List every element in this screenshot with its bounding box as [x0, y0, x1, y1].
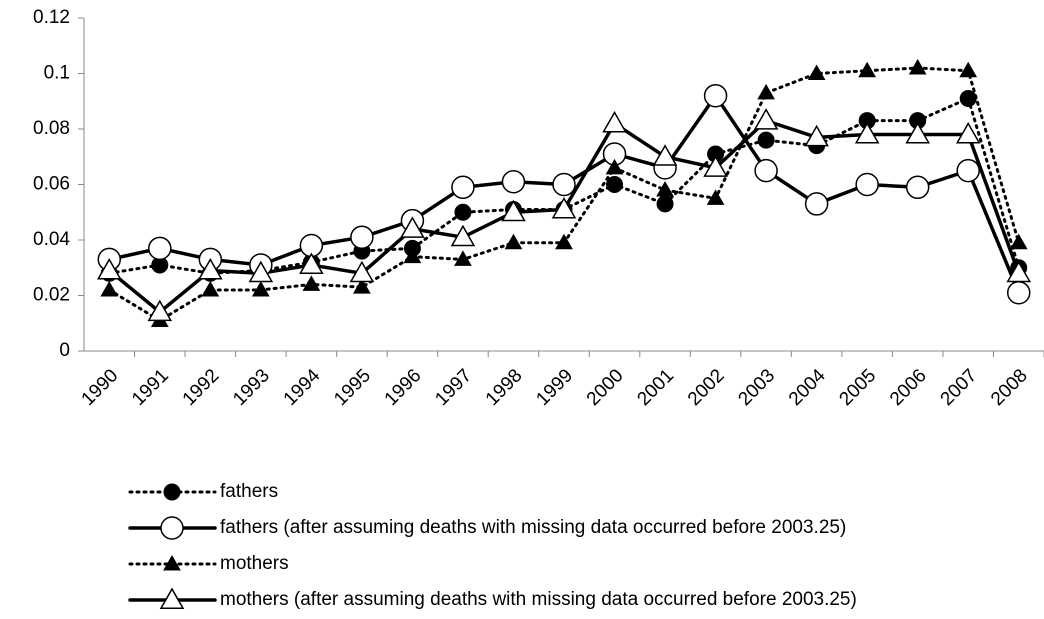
data-point	[656, 181, 674, 197]
data-point	[302, 275, 321, 291]
legend-marker	[159, 587, 185, 609]
data-point	[454, 203, 472, 221]
y-tick-label: 0.1	[44, 63, 70, 84]
y-tick-label: 0.12	[33, 7, 70, 28]
data-point	[251, 280, 270, 297]
data-point	[753, 108, 779, 130]
legend-marker	[163, 554, 181, 571]
data-point	[804, 124, 829, 147]
data-point	[148, 236, 172, 261]
x-tick-label: 1992	[179, 365, 224, 410]
data-point	[100, 280, 119, 297]
x-tick-label: 2002	[684, 365, 729, 410]
data-point	[248, 260, 274, 283]
data-point	[754, 158, 778, 183]
legend-label: fathers	[220, 481, 278, 502]
data-point	[706, 189, 725, 205]
data-point	[299, 252, 324, 274]
data-point	[956, 158, 980, 183]
x-tick-label: 1990	[78, 365, 123, 410]
x-tick-label: 2004	[785, 365, 830, 410]
legend-marker	[163, 483, 181, 501]
data-point	[454, 250, 472, 266]
data-point	[602, 110, 627, 133]
data-point	[555, 233, 573, 250]
data-point	[656, 195, 674, 213]
data-point	[403, 247, 422, 264]
data-point	[501, 199, 526, 222]
data-point	[501, 169, 526, 194]
data-point	[451, 175, 475, 200]
data-point	[908, 58, 927, 75]
x-tick-label: 2007	[937, 365, 982, 410]
legend-label: mothers	[220, 553, 289, 574]
x-tick-label: 1996	[381, 365, 426, 410]
data-point	[400, 216, 425, 238]
data-point	[854, 122, 880, 144]
data-point	[552, 172, 576, 197]
data-point	[905, 175, 930, 200]
data-point	[350, 225, 374, 249]
data-point	[551, 196, 577, 219]
x-tick-label: 2006	[886, 365, 931, 410]
data-point	[804, 192, 829, 216]
data-point	[198, 258, 223, 280]
data-point	[147, 299, 173, 322]
data-point	[450, 224, 476, 247]
x-tick-label: 1993	[229, 365, 274, 410]
data-point	[757, 83, 775, 100]
legend-label: fathers (after assuming deaths with miss…	[220, 517, 846, 538]
data-point	[807, 64, 826, 80]
data-point	[605, 158, 624, 175]
data-point	[703, 155, 728, 177]
y-tick-label: 0.06	[33, 174, 70, 195]
y-tick-label: 0.08	[33, 118, 70, 139]
data-point	[349, 260, 375, 283]
data-point	[858, 61, 877, 78]
data-point	[353, 278, 371, 294]
data-point	[905, 122, 930, 144]
data-point	[606, 176, 624, 193]
x-tick-label: 1991	[128, 365, 173, 410]
y-tick-label: 0	[59, 340, 70, 361]
data-point	[201, 280, 220, 297]
data-point	[703, 83, 728, 108]
y-tick-label: 0.02	[33, 285, 70, 306]
data-point	[652, 144, 678, 166]
x-tick-label: 2001	[633, 365, 678, 410]
data-point	[955, 122, 981, 144]
x-tick-label: 2003	[734, 365, 779, 410]
legend-label: mothers (after assuming deaths with miss…	[220, 589, 857, 610]
y-tick-label: 0.04	[33, 229, 70, 250]
data-point	[855, 172, 879, 197]
x-tick-label: 1998	[482, 365, 527, 410]
data-point	[959, 89, 977, 107]
legend-marker	[160, 516, 184, 540]
x-tick-label: 1995	[330, 365, 375, 410]
data-point	[504, 233, 523, 250]
x-tick-label: 2008	[987, 365, 1032, 410]
x-tick-label: 1997	[431, 365, 476, 410]
data-point	[959, 61, 978, 78]
data-point	[96, 258, 122, 280]
x-tick-label: 1999	[532, 365, 577, 410]
data-point	[1009, 233, 1028, 250]
x-tick-label: 2000	[583, 365, 628, 410]
data-point	[1006, 260, 1032, 283]
data-point	[757, 131, 775, 149]
x-tick-label: 2005	[835, 365, 880, 410]
data-point	[1006, 280, 1031, 305]
x-tick-label: 1994	[280, 365, 325, 410]
